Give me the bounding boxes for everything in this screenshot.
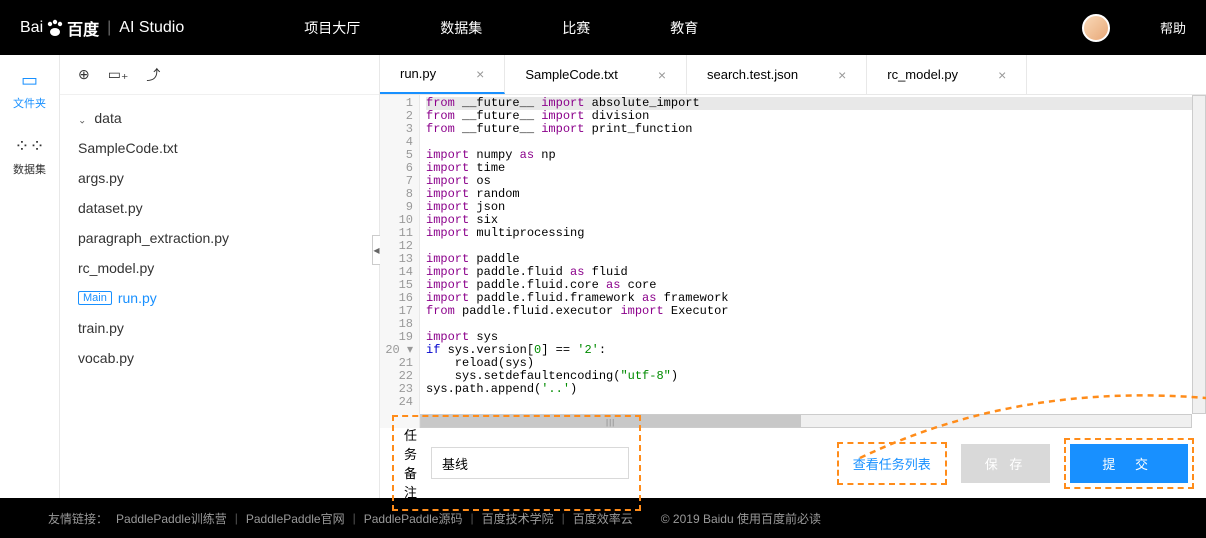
sidebar-files-label: 文件夹 <box>13 95 46 111</box>
nav-item-projects[interactable]: 项目大厅 <box>304 18 360 38</box>
editor-tabs: run.py× SampleCode.txt× search.test.json… <box>380 55 1206 95</box>
file-tree: data SampleCode.txt args.py dataset.py p… <box>60 95 379 381</box>
dataset-icon: ⁘⁘ <box>14 136 44 157</box>
sidebar-dataset-label: 数据集 <box>13 161 46 177</box>
bottom-bar: 任务备注 查看任务列表 保 存 提 交 <box>380 428 1206 498</box>
sidebar-icons: ▭ 文件夹 ⁘⁘ 数据集 <box>0 55 60 498</box>
tree-file[interactable]: dataset.py <box>60 193 379 223</box>
logo[interactable]: Bai 百度 | AI Studio <box>20 16 184 40</box>
product-name: AI Studio <box>119 19 184 37</box>
nav-right: 帮助 <box>1082 14 1186 42</box>
main-badge: Main <box>78 291 112 305</box>
tree-file[interactable]: paragraph_extraction.py <box>60 223 379 253</box>
task-label: 任务备注 <box>404 425 417 501</box>
tree-file[interactable]: rc_model.py <box>60 253 379 283</box>
tree-folder-data[interactable]: data <box>60 103 379 133</box>
task-input[interactable] <box>431 447 629 479</box>
main-file-name: run.py <box>118 290 157 306</box>
new-file-icon[interactable]: ⊕ <box>78 66 90 83</box>
tree-file[interactable]: args.py <box>60 163 379 193</box>
tree-file[interactable]: SampleCode.txt <box>60 133 379 163</box>
tree-file[interactable]: vocab.py <box>60 343 379 373</box>
footer-label: 友情链接： <box>48 510 108 527</box>
close-icon[interactable]: × <box>838 67 846 83</box>
help-link[interactable]: 帮助 <box>1160 18 1186 37</box>
submit-box: 提 交 <box>1064 438 1194 489</box>
nav-item-education[interactable]: 教育 <box>670 18 698 38</box>
line-gutter: 1234567891011121314151617181920 ▾2122232… <box>380 95 420 428</box>
main: ▭ 文件夹 ⁘⁘ 数据集 ⊕ ▭₊ ⤴ data SampleCode.txt … <box>0 55 1206 498</box>
editor-area: ◀ run.py× SampleCode.txt× search.test.js… <box>380 55 1206 498</box>
avatar[interactable] <box>1082 14 1110 42</box>
logo-baidu-prefix: Bai <box>20 19 43 37</box>
tab-search[interactable]: search.test.json× <box>687 55 867 94</box>
sidebar-files[interactable]: ▭ 文件夹 <box>13 70 46 111</box>
nav-item-datasets[interactable]: 数据集 <box>440 18 482 38</box>
top-nav: Bai 百度 | AI Studio 项目大厅 数据集 比赛 教育 帮助 <box>0 0 1206 55</box>
close-icon[interactable]: × <box>998 67 1006 83</box>
code-content[interactable]: from __future__ import absolute_import f… <box>420 95 1206 428</box>
footer-link[interactable]: 百度效率云 <box>573 510 633 527</box>
tab-rcmodel[interactable]: rc_model.py× <box>867 55 1027 94</box>
tab-sample[interactable]: SampleCode.txt× <box>505 55 687 94</box>
save-button: 保 存 <box>961 444 1051 483</box>
submit-button[interactable]: 提 交 <box>1070 444 1188 483</box>
logo-baidu-text: 百度 <box>67 16 99 40</box>
footer-link[interactable]: PaddlePaddle训练营 <box>116 510 227 527</box>
footer-copyright: © 2019 Baidu 使用百度前必读 <box>661 510 821 527</box>
footer-link[interactable]: 百度技术学院 <box>482 510 554 527</box>
new-folder-icon[interactable]: ▭₊ <box>108 66 129 83</box>
upload-icon[interactable]: ⤴ <box>146 65 160 85</box>
collapse-handle[interactable]: ◀ <box>372 235 380 265</box>
task-note-box: 任务备注 <box>392 415 641 511</box>
footer-link[interactable]: PaddlePaddle官网 <box>246 510 345 527</box>
nav-item-competition[interactable]: 比赛 <box>562 18 590 38</box>
close-icon[interactable]: × <box>658 67 666 83</box>
sidebar-dataset[interactable]: ⁘⁘ 数据集 <box>13 136 46 177</box>
code-editor[interactable]: 1234567891011121314151617181920 ▾2122232… <box>380 95 1206 428</box>
tab-run[interactable]: run.py× <box>380 55 505 94</box>
tree-file-main[interactable]: Main run.py <box>60 283 379 313</box>
folder-icon: ▭ <box>21 70 38 91</box>
close-icon[interactable]: × <box>476 66 484 82</box>
logo-divider: | <box>107 19 111 37</box>
view-tasks-link[interactable]: 查看任务列表 <box>837 442 947 485</box>
nav-items: 项目大厅 数据集 比赛 教育 <box>304 18 698 38</box>
tree-file[interactable]: train.py <box>60 313 379 343</box>
file-panel: ⊕ ▭₊ ⤴ data SampleCode.txt args.py datas… <box>60 55 380 498</box>
vertical-scrollbar[interactable] <box>1192 95 1206 414</box>
footer-link[interactable]: PaddlePaddle源码 <box>364 510 463 527</box>
file-toolbar: ⊕ ▭₊ ⤴ <box>60 55 379 95</box>
